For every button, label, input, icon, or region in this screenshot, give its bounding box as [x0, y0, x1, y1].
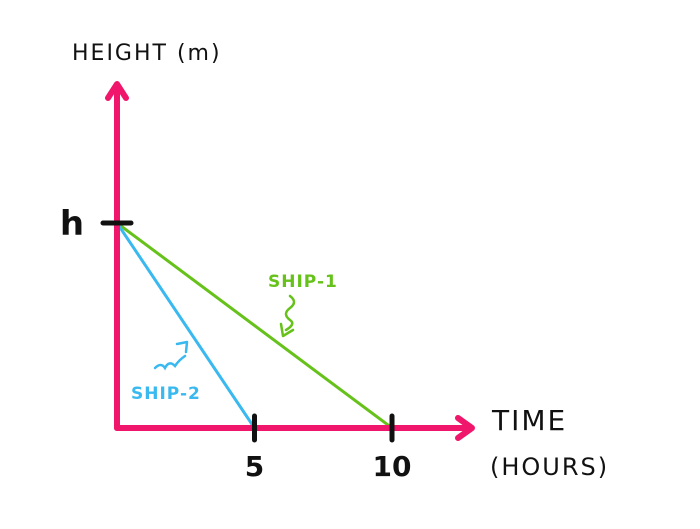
- series-arrowhead-2: [175, 340, 189, 354]
- x-axis-arrowhead: [455, 415, 475, 441]
- series-arrowhead-1: [279, 322, 295, 338]
- series-label-1: SHIP-1: [268, 272, 338, 292]
- x-tick-label-1: 5: [245, 450, 264, 483]
- y-axis-arrowhead: [105, 81, 129, 101]
- x-tick-label-2: 10: [373, 450, 412, 483]
- series-arrow-2: [153, 354, 187, 371]
- y-tick-label-1: h: [60, 204, 84, 244]
- x-axis-title-line1: TIME: [491, 404, 567, 437]
- x-axis-title-line2: (HOURS): [490, 453, 609, 481]
- series-label-2: SHIP-2: [131, 384, 201, 404]
- y-axis-title: HEIGHT (m): [72, 41, 222, 66]
- series-arrow-1: [284, 294, 296, 332]
- series-line-2: [115, 221, 256, 430]
- series-line-1: [115, 221, 394, 430]
